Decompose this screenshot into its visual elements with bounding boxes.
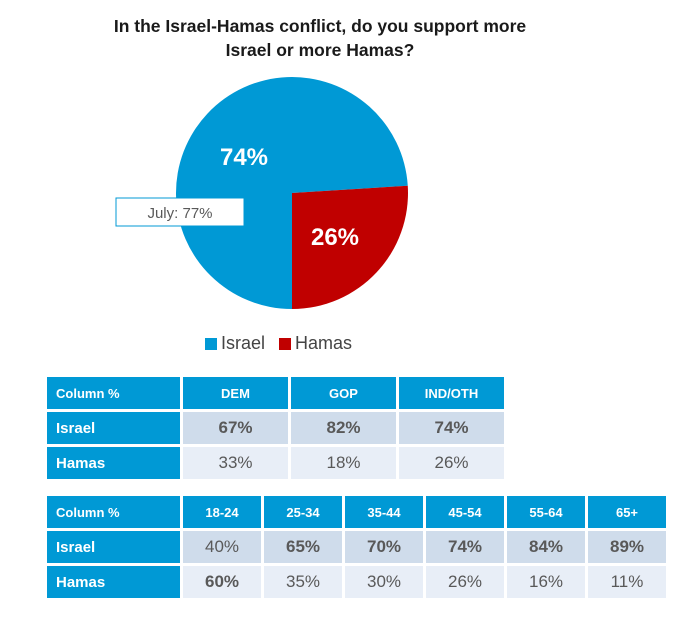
slice-label-hamas: 26% xyxy=(311,224,359,251)
annotation-box xyxy=(115,197,245,227)
value-cell: 30% xyxy=(345,566,423,598)
age-row-hamas: Hamas 60% 35% 30% 26% 16% 11% xyxy=(47,566,666,598)
legend-swatch-israel xyxy=(205,337,217,350)
header-cell: Column % xyxy=(47,377,180,409)
title-line-2: Israel or more Hamas? xyxy=(225,40,415,60)
slice-label-israel: 74% xyxy=(220,144,268,171)
party-header-row: Column % DEM GOP IND/OTH xyxy=(47,377,504,409)
age-table: Column % 18-24 25-34 35-44 45-54 55-64 6… xyxy=(44,493,669,601)
header-cell: 25-34 xyxy=(264,496,342,528)
value-cell: 82% xyxy=(291,412,396,444)
legend-item-hamas: Hamas xyxy=(279,333,352,354)
party-row-hamas: Hamas 33% 18% 26% xyxy=(47,447,504,479)
row-label: Israel xyxy=(47,531,180,563)
legend-item-israel: Israel xyxy=(205,333,265,354)
row-label: Hamas xyxy=(47,566,180,598)
header-cell: DEM xyxy=(183,377,288,409)
legend-label-israel: Israel xyxy=(221,333,266,353)
pie-slice-hamas xyxy=(292,185,408,309)
party-table: Column % DEM GOP IND/OTH Israel 67% 82% … xyxy=(44,374,507,482)
header-cell: 55-64 xyxy=(507,496,585,528)
value-cell: 33% xyxy=(183,447,288,479)
pie-slice-israel xyxy=(175,77,408,310)
age-header-row: Column % 18-24 25-34 35-44 45-54 55-64 6… xyxy=(47,496,666,528)
value-cell: 74% xyxy=(426,531,504,563)
header-cell: 65+ xyxy=(588,496,666,528)
value-cell: 67% xyxy=(183,412,288,444)
value-cell: 26% xyxy=(399,447,504,479)
value-cell: 11% xyxy=(588,566,666,598)
chart-title: In the Israel-Hamas conflict, do you sup… xyxy=(60,14,580,62)
value-cell: 35% xyxy=(264,566,342,598)
value-cell: 40% xyxy=(183,531,261,563)
value-cell: 18% xyxy=(291,447,396,479)
value-cell: 16% xyxy=(507,566,585,598)
header-cell: 18-24 xyxy=(183,496,261,528)
age-row-israel: Israel 40% 65% 70% 74% 84% 89% xyxy=(47,531,666,563)
header-cell: GOP xyxy=(291,377,396,409)
value-cell: 60% xyxy=(183,566,261,598)
value-cell: 89% xyxy=(588,531,666,563)
header-cell: Column % xyxy=(47,496,180,528)
annotation-july: July: 77% xyxy=(147,205,212,222)
title-line-1: In the Israel-Hamas conflict, do you sup… xyxy=(113,16,527,36)
value-cell: 74% xyxy=(399,412,504,444)
value-cell: 26% xyxy=(426,566,504,598)
row-label: Israel xyxy=(47,412,180,444)
value-cell: 65% xyxy=(264,531,342,563)
header-cell: 45-54 xyxy=(426,496,504,528)
legend-label-hamas: Hamas xyxy=(295,333,353,353)
value-cell: 70% xyxy=(345,531,423,563)
header-cell: 35-44 xyxy=(345,496,423,528)
header-cell: IND/OTH xyxy=(399,377,504,409)
pie-chart: 74% 26% July: 77% xyxy=(115,77,408,310)
row-label: Hamas xyxy=(47,447,180,479)
party-row-israel: Israel 67% 82% 74% xyxy=(47,412,504,444)
legend-swatch-hamas xyxy=(279,337,292,350)
value-cell: 84% xyxy=(507,531,585,563)
legend: Israel Hamas xyxy=(205,333,366,354)
